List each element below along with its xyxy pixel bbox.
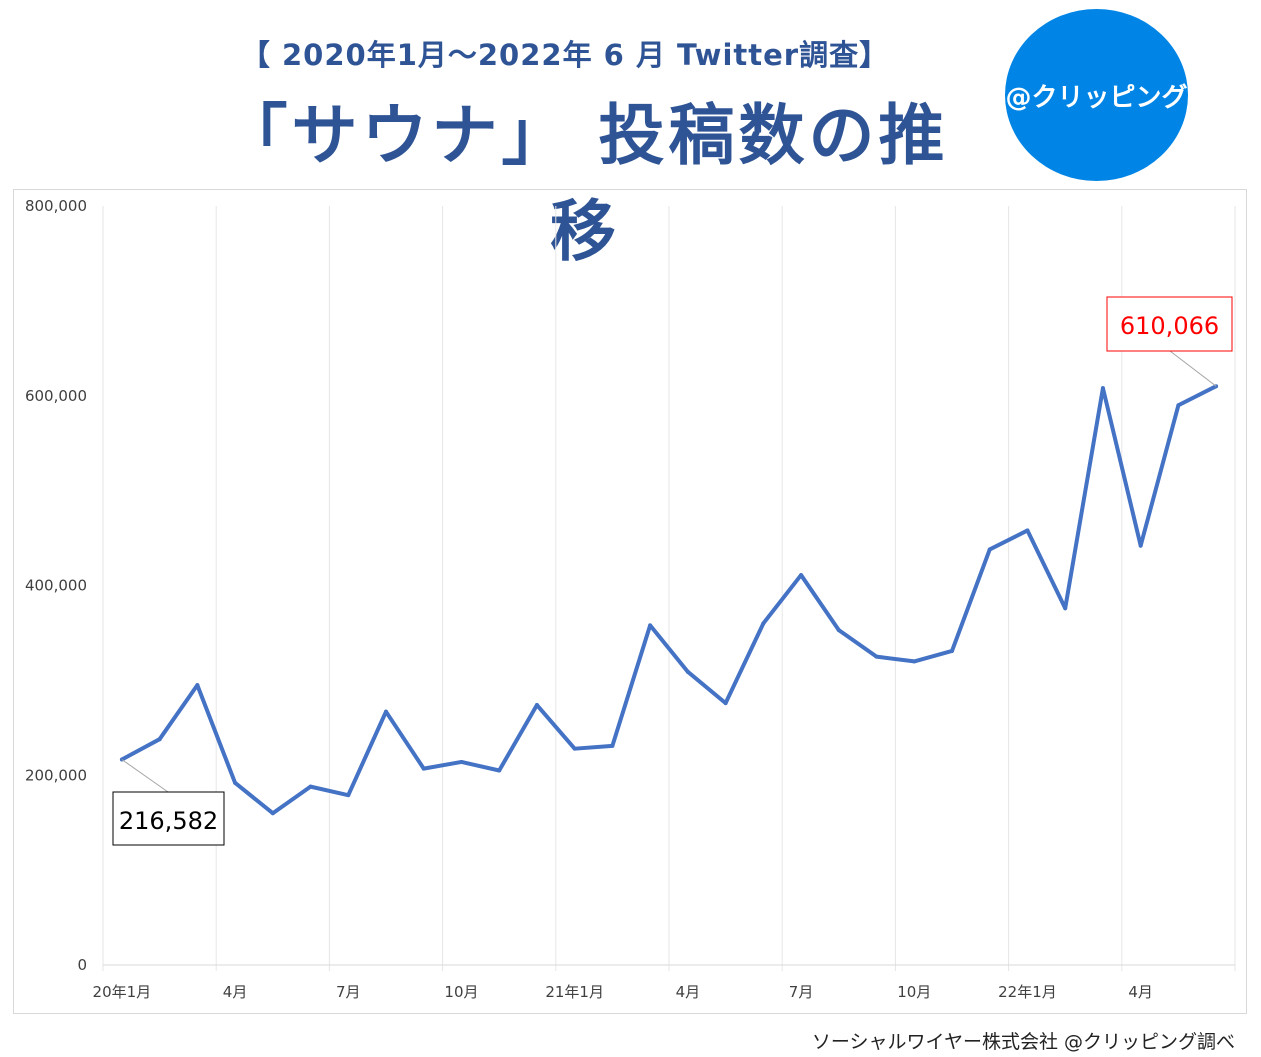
- clipping-logo: @クリッピング: [1005, 9, 1188, 181]
- data-point: [761, 621, 766, 626]
- data-point: [421, 766, 426, 771]
- data-point: [459, 759, 464, 764]
- x-tick-label: 4月: [676, 983, 701, 1001]
- data-point: [233, 780, 238, 785]
- data-point: [1025, 528, 1030, 533]
- x-tick-label: 22年1月: [998, 983, 1057, 1001]
- data-point: [195, 683, 200, 688]
- chart-subtitle: 【 2020年1月～2022年 6 月 Twitter調査】: [240, 38, 890, 72]
- series-line: [120, 384, 1218, 816]
- data-point: [1138, 543, 1143, 548]
- chart-frame: [13, 189, 1247, 1014]
- x-tick-label: 21年1月: [545, 983, 604, 1001]
- y-tick-label: 600,000: [25, 387, 87, 405]
- data-label: 216,582: [119, 807, 218, 835]
- chart-title: 「サウナ」 投稿数の推移: [221, 97, 949, 270]
- data-point: [874, 654, 879, 659]
- data-point: [610, 743, 615, 748]
- data-point: [270, 811, 275, 816]
- x-tick-label: 4月: [223, 983, 248, 1001]
- data-point: [648, 623, 653, 628]
- x-tick-label: 20年1月: [93, 983, 152, 1001]
- data-point: [157, 737, 162, 742]
- x-tick-label: 7月: [789, 983, 814, 1001]
- y-tick-label: 0: [77, 956, 87, 974]
- data-point: [1100, 386, 1105, 391]
- data-point: [384, 709, 388, 714]
- y-tick-label: 800,000: [25, 197, 87, 215]
- x-tick-label: 7月: [336, 983, 361, 1001]
- callout-leader: [1169, 350, 1217, 387]
- data-point: [685, 669, 690, 674]
- source-credit: ソーシャルワイヤー株式会社 @クリッピング調べ: [811, 1031, 1235, 1053]
- y-tick-label: 400,000: [25, 577, 87, 595]
- data-point: [534, 703, 539, 708]
- data-point: [1176, 403, 1181, 408]
- data-point: [572, 746, 577, 751]
- x-tick-label: 10月: [444, 983, 478, 1001]
- data-point: [1063, 606, 1068, 611]
- y-tick-label: 200,000: [25, 766, 87, 784]
- data-point: [723, 701, 728, 706]
- data-point: [912, 659, 917, 664]
- callout-box: [1106, 296, 1233, 352]
- logo-text: @クリッピング: [1005, 82, 1188, 113]
- data-point: [950, 648, 954, 653]
- data-point: [987, 547, 992, 552]
- data-label: 610,066: [1120, 312, 1219, 340]
- callout-leader: [121, 759, 169, 793]
- x-tick-label: 4月: [1128, 983, 1153, 1001]
- data-point: [836, 628, 841, 633]
- data-point: [308, 784, 313, 789]
- x-tick-label: 10月: [897, 983, 931, 1001]
- callout-box: [112, 791, 225, 846]
- data-point: [799, 573, 804, 578]
- data-point: [497, 768, 502, 773]
- data-point: [346, 793, 351, 798]
